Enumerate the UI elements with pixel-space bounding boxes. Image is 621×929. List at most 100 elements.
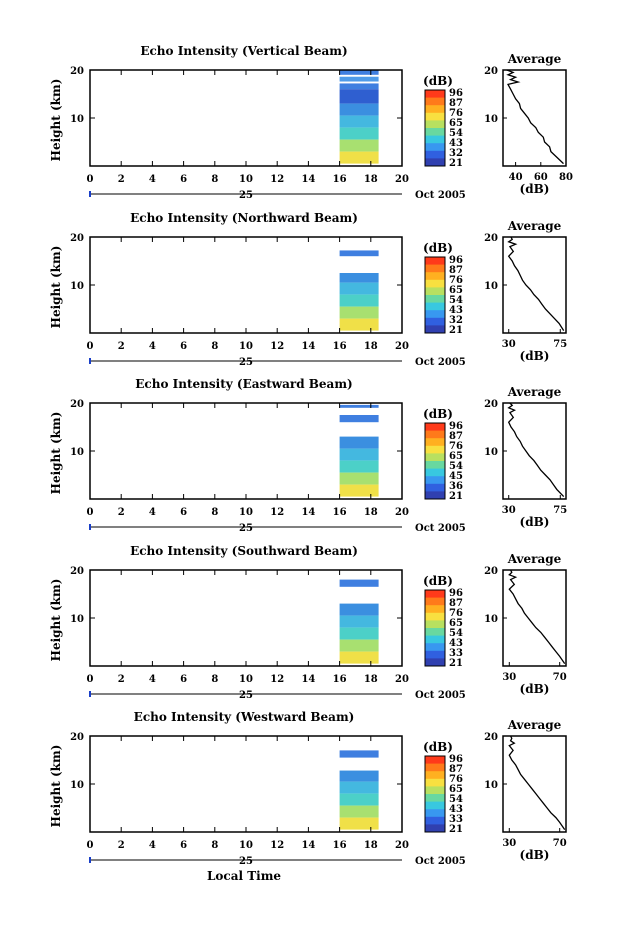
x-tick-label: 10 <box>239 840 253 851</box>
colorbar-unit: (dB) <box>423 74 453 88</box>
profile-y-tick-label: 20 <box>484 233 498 244</box>
colorbar-segment <box>425 445 445 454</box>
profile-x-tick-label: 40 <box>509 172 523 183</box>
colorbar-tick-label: 65 <box>449 618 463 629</box>
profile-y-tick-label: 10 <box>484 614 498 625</box>
colorbar-segment <box>425 628 445 636</box>
y-axis-label: Height (km) <box>49 246 63 329</box>
profile-x-label: (dB) <box>520 682 550 696</box>
colorbar-tick-label: 45 <box>449 471 463 482</box>
colorbar-segment <box>425 105 445 114</box>
profile-x-label: (dB) <box>520 182 550 196</box>
x-tick-label: 8 <box>211 674 218 685</box>
colorbar-tick-label: 65 <box>449 451 463 462</box>
echo-block-5 <box>339 817 379 830</box>
x-tick-label: 14 <box>301 174 315 185</box>
colorbar-segment <box>425 158 445 167</box>
echo-block-4 <box>339 306 379 319</box>
profile-y-tick-label: 20 <box>484 566 498 577</box>
colorbar-segment <box>425 317 445 326</box>
colorbar-segment <box>425 605 445 614</box>
x-tick-label: 14 <box>301 840 315 851</box>
profile-title: Average <box>507 718 562 732</box>
profile-line <box>507 402 565 498</box>
x-tick-label: 20 <box>395 174 409 185</box>
profile-line <box>506 69 564 165</box>
colorbar-tick-label: 43 <box>449 138 463 149</box>
profile-y-tick-label: 20 <box>484 732 498 743</box>
y-axis-label: Height (km) <box>49 79 63 162</box>
profile-line <box>508 569 566 664</box>
echo-block-4 <box>339 805 379 818</box>
colorbar-segment <box>425 423 445 431</box>
y-tick-label: 10 <box>70 447 84 458</box>
x-tick-label: 20 <box>395 341 409 352</box>
y-tick-label: 10 <box>70 780 84 791</box>
colorbar-segment <box>425 310 445 319</box>
profile-x-tick-label: 75 <box>553 339 567 350</box>
echo-block-2 <box>339 83 379 90</box>
colorbar-segment <box>425 257 445 265</box>
colorbar-segment <box>425 143 445 152</box>
colorbar-tick-label: 65 <box>449 784 463 795</box>
x-tick-label: 12 <box>270 674 284 685</box>
x-tick-label: 14 <box>301 674 315 685</box>
colorbar-tick-label: 76 <box>449 608 463 619</box>
colorbar-tick-label: 87 <box>449 764 463 775</box>
x-tick-label: 8 <box>211 507 218 518</box>
x-tick-label: 0 <box>87 507 94 518</box>
x-tick-label: 6 <box>180 674 187 685</box>
panel-title: Echo Intensity (Northward Beam) <box>130 211 358 225</box>
colorbar-frame <box>424 422 446 500</box>
x-tick-label: 18 <box>364 840 378 851</box>
colorbar-tick-label: 54 <box>449 794 463 805</box>
x-tick-label: 6 <box>180 840 187 851</box>
echo-block-5 <box>339 472 379 485</box>
x-tick-label: 20 <box>395 840 409 851</box>
colorbar-segment <box>425 650 445 659</box>
profile-x-tick-label: 70 <box>553 672 567 683</box>
profile-y-tick-label: 20 <box>484 66 498 77</box>
echo-block-8 <box>339 151 379 164</box>
colorbar-frame <box>424 755 446 833</box>
profile-y-tick-label: 10 <box>484 780 498 791</box>
echo-block-1 <box>339 603 379 616</box>
colorbar-tick-label: 96 <box>449 88 463 99</box>
colorbar-segment <box>425 325 445 334</box>
colorbar-segment <box>425 643 445 652</box>
y-tick-label: 10 <box>70 114 84 125</box>
colorbar-tick-label: 32 <box>449 315 463 326</box>
echo-block-3 <box>339 627 379 640</box>
echo-block-0 <box>339 579 379 587</box>
x-tick-label: 2 <box>118 674 125 685</box>
x-tick-label: 8 <box>211 174 218 185</box>
panel-title: Echo Intensity (Westward Beam) <box>134 710 355 724</box>
colorbar-segment <box>425 476 445 485</box>
colorbar-frame <box>424 589 446 667</box>
colorbar-tick-label: 96 <box>449 754 463 765</box>
profile-y-tick-label: 20 <box>484 399 498 410</box>
colorbar-tick-label: 21 <box>449 658 463 669</box>
x-tick-label: 18 <box>364 674 378 685</box>
y-tick-label: 20 <box>70 233 84 244</box>
colorbar-segment <box>425 620 445 629</box>
y-tick-label: 20 <box>70 566 84 577</box>
x-tick-label: 20 <box>395 507 409 518</box>
x-tick-label: 8 <box>211 341 218 352</box>
x-tick-label: 2 <box>118 507 125 518</box>
colorbar-segment <box>425 453 445 462</box>
x-tick-label: 8 <box>211 840 218 851</box>
y-tick-label: 10 <box>70 614 84 625</box>
colorbar-tick-label: 87 <box>449 598 463 609</box>
echo-block-5 <box>339 651 379 664</box>
echo-block-6 <box>339 484 379 497</box>
colorbar-segment <box>425 272 445 281</box>
x-tick-label: 4 <box>149 507 156 518</box>
colorbar-tick-label: 43 <box>449 638 463 649</box>
panel-title: Echo Intensity (Southward Beam) <box>130 544 358 558</box>
x-tick-label: 4 <box>149 840 156 851</box>
x-tick-label: 18 <box>364 174 378 185</box>
profile-x-tick-label: 30 <box>502 838 516 849</box>
profile-y-tick-label: 10 <box>484 114 498 125</box>
